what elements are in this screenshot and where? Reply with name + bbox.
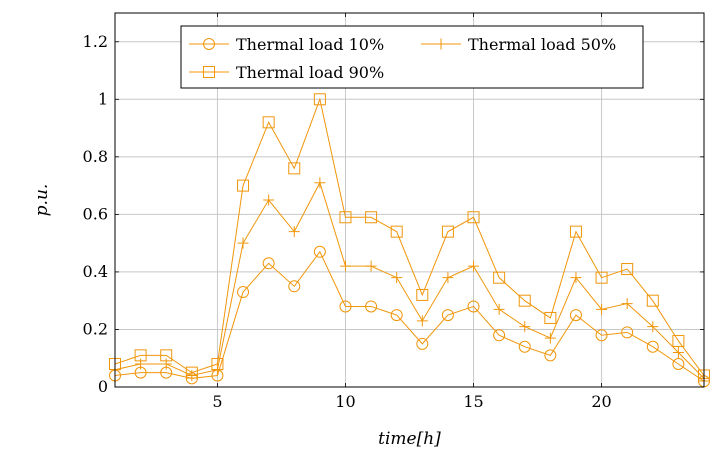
data-point-plus xyxy=(519,321,531,333)
y-tick-label: 1 xyxy=(98,89,108,108)
data-point-square xyxy=(544,311,557,324)
y-axis-label: p.u. xyxy=(32,184,52,217)
series-line xyxy=(114,250,705,382)
data-point-circle xyxy=(441,309,454,322)
data-point-plus xyxy=(672,346,684,358)
y-tick-label: 1.2 xyxy=(83,32,108,51)
tick-labels: 5 10 15 20 0 0.2 0.4 0.6 0.8 1 1.2 xyxy=(83,32,612,411)
data-point-plus xyxy=(468,260,480,272)
data-point-plus xyxy=(237,237,249,249)
y-tick-label: 0.8 xyxy=(83,147,108,166)
legend-label: Thermal load 10% xyxy=(236,35,384,54)
data-point-plus xyxy=(365,260,377,272)
legend-marker-circle xyxy=(203,38,215,50)
data-point-circle xyxy=(365,300,378,313)
data-point-circle xyxy=(237,286,250,299)
data-point-square xyxy=(493,271,506,284)
data-point-circle xyxy=(518,340,531,353)
data-point-plus xyxy=(442,272,454,284)
data-point-plus xyxy=(621,298,633,310)
legend-marker-plus xyxy=(435,38,447,50)
x-axis-label: time[h] xyxy=(378,429,441,449)
data-point-square xyxy=(672,334,685,347)
data-point-circle xyxy=(595,329,608,342)
y-tick-label: 0.4 xyxy=(83,262,108,281)
data-point-plus xyxy=(544,332,556,344)
legend-entry: Thermal load 50% xyxy=(421,35,616,54)
data-point-square xyxy=(621,263,634,276)
legend-label: Thermal load 50% xyxy=(468,35,616,54)
series-line xyxy=(114,97,705,376)
x-tick-label: 10 xyxy=(335,392,355,411)
data-point-circle xyxy=(390,309,403,322)
data-point-square xyxy=(211,357,224,370)
series-plus xyxy=(109,177,710,384)
legend-marker-square xyxy=(203,66,215,78)
data-point-square xyxy=(313,93,326,106)
data-point-circle xyxy=(262,257,275,270)
data-point-square xyxy=(569,225,582,238)
data-point-plus xyxy=(596,303,608,315)
legend-box xyxy=(180,25,644,89)
data-point-square xyxy=(262,116,275,129)
data-point-square xyxy=(237,179,250,192)
data-point-circle xyxy=(493,329,506,342)
data-point-square xyxy=(160,349,173,362)
data-point-circle xyxy=(467,300,480,313)
legend: Thermal load 10% Thermal load 50% Thermal … xyxy=(180,25,644,89)
series-square xyxy=(109,93,710,382)
data-point-square xyxy=(365,211,378,224)
data-point-circle xyxy=(339,300,352,313)
y-tick-label: 0 xyxy=(98,377,108,396)
data-point-square xyxy=(288,162,301,175)
data-point-plus xyxy=(339,260,351,272)
data-point-plus xyxy=(570,272,582,284)
data-point-square xyxy=(134,349,147,362)
data-point-square xyxy=(416,288,429,301)
data-point-circle xyxy=(672,357,685,370)
data-point-plus xyxy=(493,303,505,315)
y-tick-label: 0.2 xyxy=(83,319,108,338)
data-point-plus xyxy=(160,358,172,370)
x-tick-label: 20 xyxy=(591,392,611,411)
data-point-circle xyxy=(569,309,582,322)
data-point-circle xyxy=(416,337,429,350)
data-point-square xyxy=(185,366,198,379)
x-tick-label: 15 xyxy=(463,392,483,411)
data-point-plus xyxy=(391,272,403,284)
series-layer xyxy=(109,93,710,388)
data-point-plus xyxy=(288,226,300,238)
data-point-square xyxy=(646,294,659,307)
data-point-plus xyxy=(263,194,275,206)
legend-entry: Thermal load 90% xyxy=(189,63,384,82)
series-line xyxy=(114,181,705,379)
data-point-square xyxy=(595,271,608,284)
data-point-plus xyxy=(186,369,198,381)
x-tick-label: 5 xyxy=(212,392,222,411)
series-circle xyxy=(109,245,710,388)
data-point-plus xyxy=(314,177,326,189)
data-point-square xyxy=(339,211,352,224)
axes-box xyxy=(114,12,705,388)
legend-label: Thermal load 90% xyxy=(236,63,384,82)
data-point-square xyxy=(390,225,403,238)
data-point-circle xyxy=(288,280,301,293)
data-point-square xyxy=(518,294,531,307)
data-point-circle xyxy=(313,245,326,258)
data-point-plus xyxy=(135,358,147,370)
y-tick-label: 0.6 xyxy=(83,204,108,223)
data-point-square xyxy=(467,211,480,224)
data-point-circle xyxy=(544,349,557,362)
data-point-square xyxy=(441,225,454,238)
legend-entry: Thermal load 10% xyxy=(189,35,384,54)
data-point-plus xyxy=(416,315,428,327)
plot-frame xyxy=(114,12,705,388)
data-point-circle xyxy=(646,340,659,353)
data-point-circle xyxy=(621,326,634,339)
data-point-plus xyxy=(647,321,659,333)
